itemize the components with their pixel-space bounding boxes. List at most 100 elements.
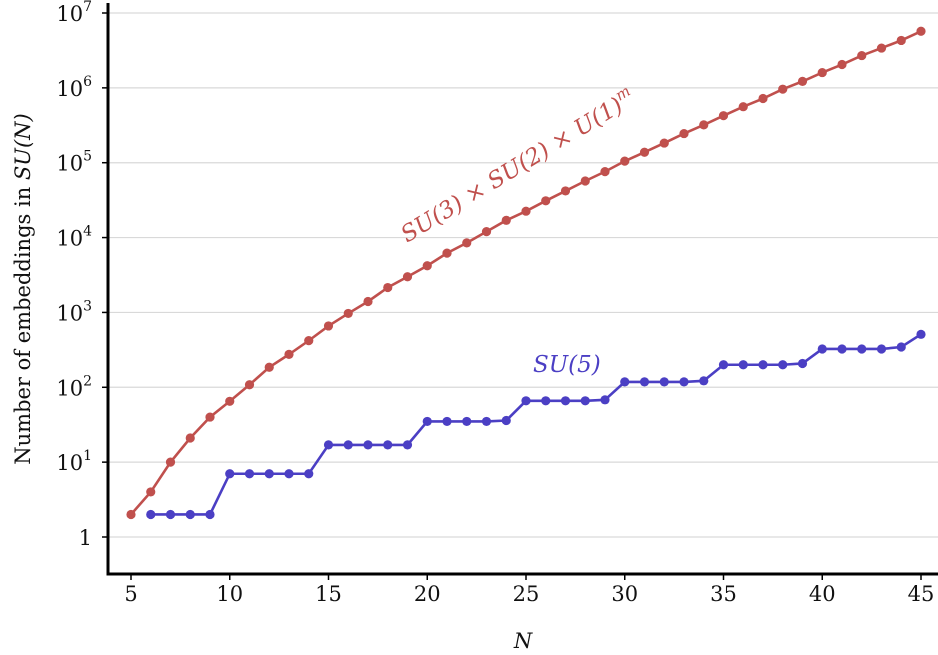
data-point bbox=[383, 440, 393, 450]
data-point bbox=[244, 469, 255, 479]
data-point bbox=[501, 215, 511, 225]
x-tick-label: 30 bbox=[611, 582, 638, 606]
data-point bbox=[284, 469, 294, 479]
y-tick-label-base: 10 bbox=[56, 301, 83, 325]
data-point bbox=[541, 396, 551, 406]
data-point bbox=[422, 261, 432, 271]
x-tick-label: 25 bbox=[513, 582, 540, 606]
data-point bbox=[758, 360, 768, 370]
series bbox=[126, 26, 926, 520]
data-point bbox=[402, 272, 413, 282]
x-tick-label: 10 bbox=[216, 582, 243, 606]
y-tick-label-base: 10 bbox=[56, 152, 83, 176]
series-line bbox=[150, 333, 922, 516]
data-point bbox=[462, 416, 472, 427]
data-point bbox=[876, 344, 887, 354]
data-point bbox=[718, 111, 729, 121]
y-tick-label-base: 10 bbox=[56, 451, 83, 475]
y-tick-label-exp: 5 bbox=[83, 149, 92, 165]
data-point bbox=[501, 415, 511, 426]
y-tick-label: 1 bbox=[79, 526, 92, 550]
y-tick-label: 103 bbox=[56, 298, 92, 325]
series-red bbox=[126, 26, 926, 520]
data-point bbox=[560, 186, 571, 196]
data-point bbox=[323, 440, 334, 450]
y-tick-label-base: 10 bbox=[56, 77, 83, 101]
data-point bbox=[679, 128, 689, 139]
data-point bbox=[165, 457, 176, 467]
series-label-blue: SU(5) bbox=[533, 352, 601, 378]
data-point bbox=[244, 380, 255, 390]
x-tick-label: 5 bbox=[124, 582, 137, 606]
y-tick-label: 102 bbox=[56, 373, 92, 400]
data-point bbox=[205, 509, 215, 520]
y-tick-label-exp: 1 bbox=[83, 448, 92, 464]
grid-lines bbox=[108, 12, 938, 538]
data-point bbox=[896, 342, 906, 352]
data-point bbox=[264, 469, 274, 479]
data-point bbox=[205, 412, 215, 422]
data-point bbox=[146, 487, 156, 497]
data-point bbox=[679, 377, 689, 387]
x-tick-label: 15 bbox=[315, 582, 342, 606]
series-line bbox=[130, 30, 922, 516]
data-point bbox=[521, 206, 531, 216]
data-point bbox=[462, 238, 472, 248]
data-point bbox=[225, 396, 235, 406]
y-tick-label-exp: 3 bbox=[83, 298, 92, 314]
data-point bbox=[521, 396, 531, 406]
data-point bbox=[442, 416, 452, 427]
data-point bbox=[481, 416, 492, 427]
data-point bbox=[185, 433, 195, 443]
y-tick-label-exp: 4 bbox=[83, 224, 92, 240]
y-tick-label-exp: 7 bbox=[83, 0, 92, 15]
data-point bbox=[600, 167, 610, 177]
y-axis-title-prefix: Number of embeddings in bbox=[11, 187, 35, 465]
data-point bbox=[304, 469, 314, 479]
y-tick-label-exp: 6 bbox=[83, 74, 92, 90]
data-point bbox=[126, 509, 136, 520]
x-tick-label: 45 bbox=[908, 582, 935, 606]
series-label-red-main: SU(3) × SU(2) × U(1) bbox=[397, 93, 628, 249]
y-tick-label: 106 bbox=[56, 74, 92, 101]
data-point bbox=[896, 35, 906, 46]
y-tick-label-exp: 2 bbox=[83, 373, 92, 389]
data-point bbox=[422, 416, 432, 427]
data-point bbox=[876, 43, 887, 53]
x-axis-title: N bbox=[513, 629, 533, 653]
data-point bbox=[560, 396, 571, 406]
y-tick-label-base: 10 bbox=[56, 376, 83, 400]
data-point bbox=[817, 67, 827, 78]
data-point bbox=[778, 84, 788, 94]
y-axis-title: Number of embeddings in SU(N) bbox=[11, 113, 35, 465]
data-point bbox=[383, 282, 393, 293]
data-point bbox=[797, 358, 808, 369]
data-point bbox=[699, 120, 709, 130]
y-tick-label-base: 10 bbox=[56, 2, 83, 26]
data-point bbox=[797, 76, 808, 86]
data-point bbox=[857, 344, 867, 354]
data-point bbox=[620, 377, 630, 387]
data-point bbox=[778, 360, 788, 370]
data-point bbox=[837, 59, 847, 70]
data-point bbox=[857, 50, 867, 61]
data-point bbox=[659, 377, 669, 387]
data-point bbox=[442, 248, 452, 258]
data-point bbox=[699, 376, 709, 386]
data-point bbox=[264, 362, 274, 372]
series-blue bbox=[146, 329, 926, 520]
data-point bbox=[363, 440, 373, 450]
data-point bbox=[146, 509, 156, 520]
data-point bbox=[738, 102, 748, 112]
data-point bbox=[837, 344, 847, 354]
data-point bbox=[620, 156, 630, 166]
data-point bbox=[165, 509, 176, 520]
y-tick-label: 104 bbox=[56, 224, 92, 251]
y-tick-label: 107 bbox=[56, 0, 92, 26]
data-point bbox=[916, 329, 926, 339]
data-point bbox=[639, 377, 650, 387]
data-point bbox=[600, 395, 610, 405]
data-point bbox=[916, 26, 926, 36]
